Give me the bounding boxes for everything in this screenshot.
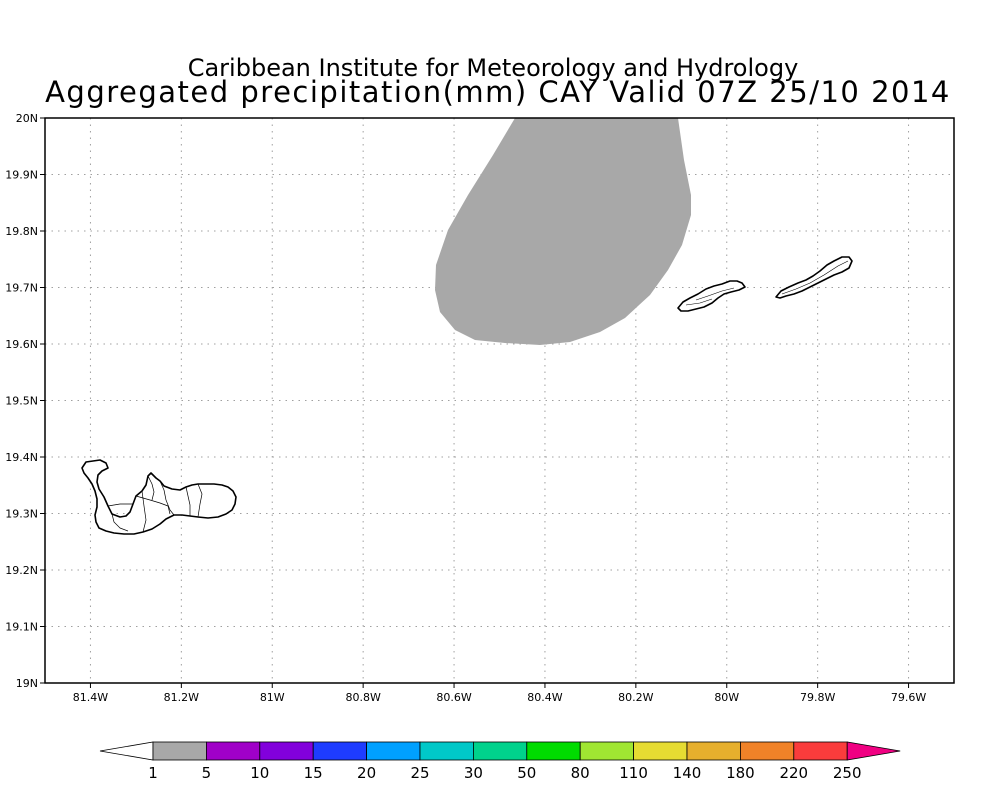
title-institute: Caribbean Institute for Meteorology and … [188, 54, 799, 82]
lon-tick-label: 80.8W [345, 691, 380, 704]
colorbar-segment [579, 741, 635, 761]
lon-tick-label: 81W [260, 691, 285, 704]
colorbar-label: 140 [673, 764, 702, 782]
lat-tick-label: 19.1N [5, 621, 38, 634]
lat-tick-label: 19.7N [5, 282, 38, 295]
colorbar-label: 15 [304, 764, 323, 782]
colorbar-segment [259, 741, 314, 761]
colorbar-segment [366, 741, 421, 761]
colorbar-over-triangle [846, 741, 901, 761]
lat-tick-label: 19.6N [5, 338, 38, 351]
lat-tick-label: 19.4N [5, 451, 38, 464]
latitude-axis: 19N 19.1N 19.2N 19.3N 19.4N 19.5N 19.6N 19.7N 19… [5, 112, 45, 690]
colorbar-label: 80 [571, 764, 590, 782]
colorbar-label: 5 [202, 764, 212, 782]
colorbar-label: 1 [148, 764, 158, 782]
lon-tick-label: 80.6W [436, 691, 471, 704]
colorbar-segment [793, 741, 848, 761]
title-product: Aggregated precipitation(mm) CAY Valid 0… [45, 75, 951, 109]
colorbar-label: 180 [726, 764, 755, 782]
colorbar-segment [740, 741, 795, 761]
lat-tick-label: 19.9N [5, 169, 38, 182]
longitude-axis: 81.4W 81.2W 81W 80.8W 80.6W 80.4W 80.2W 80W 79.8… [73, 683, 926, 704]
colorbar-label: 50 [517, 764, 536, 782]
map-area [44, 117, 955, 684]
lon-tick-label: 80.4W [527, 691, 562, 704]
lat-tick-label: 20N [16, 112, 38, 125]
colorbar-under-triangle [99, 741, 154, 761]
colorbar-label: 25 [410, 764, 429, 782]
colorbar-label: 110 [619, 764, 648, 782]
colorbar-label: 10 [250, 764, 269, 782]
cayman-brac-island [775, 256, 853, 299]
lat-tick-label: 19.8N [5, 225, 38, 238]
colorbar-segment [633, 741, 688, 761]
lon-tick-label: 80W [714, 691, 739, 704]
colorbar-label: 250 [833, 764, 862, 782]
colorbar-segment [152, 741, 207, 761]
colorbar: 1 5 10 15 20 25 30 50 80 110 140 180 220 250 [99, 741, 901, 782]
colorbar-label: 220 [779, 764, 808, 782]
colorbar-segment [312, 741, 368, 761]
lat-tick-label: 19N [16, 677, 38, 690]
grand-cayman-island [81, 459, 237, 535]
precipitation-area [435, 118, 691, 345]
lon-tick-label: 81.4W [73, 691, 108, 704]
lon-tick-label: 80.2W [618, 691, 653, 704]
little-cayman-island [677, 280, 746, 312]
lon-tick-label: 79.6W [891, 691, 926, 704]
lon-tick-label: 81.2W [164, 691, 199, 704]
lat-tick-label: 19.2N [5, 564, 38, 577]
colorbar-label: 20 [357, 764, 376, 782]
colorbar-label: 30 [464, 764, 483, 782]
lon-tick-label: 79.8W [800, 691, 835, 704]
colorbar-segment [472, 741, 528, 761]
colorbar-segment [526, 741, 581, 761]
colorbar-segment [419, 741, 474, 761]
lat-tick-label: 19.5N [5, 395, 38, 408]
colorbar-segment [205, 741, 261, 761]
lat-tick-label: 19.3N [5, 508, 38, 521]
colorbar-segment [686, 741, 741, 761]
